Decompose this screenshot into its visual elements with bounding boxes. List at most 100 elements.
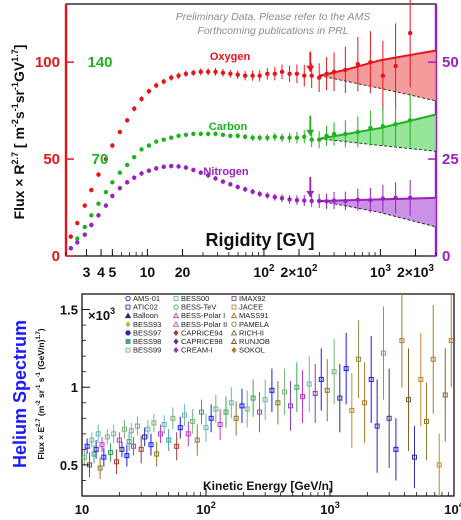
left-tick-label: 50: [43, 151, 60, 168]
helium-data-point: [337, 395, 343, 401]
series-label-nitrogen: Nitrogen: [203, 166, 249, 178]
data-point: [146, 143, 152, 148]
data-point: [103, 156, 109, 162]
data-point: [154, 83, 159, 88]
helium-data-point: [343, 366, 349, 372]
data-point: [89, 187, 94, 193]
data-point: [154, 139, 159, 144]
helium-data-point: [269, 387, 275, 393]
helium-data-point: [174, 443, 180, 449]
data-point: [176, 133, 181, 139]
helium-data-point: [101, 454, 107, 460]
helium-data-point: [282, 389, 288, 395]
fit-line-nitrogen: [319, 196, 437, 202]
helium-data-point: [217, 422, 223, 428]
data-point: [302, 134, 307, 139]
data-point: [294, 71, 300, 76]
data-point: [250, 73, 255, 78]
data-point: [331, 131, 337, 137]
data-point: [235, 184, 240, 190]
helium-data-point: [386, 415, 392, 421]
data-point: [294, 135, 300, 140]
helium-x-tick-label: 103: [320, 500, 340, 517]
data-point: [132, 175, 137, 180]
right-tick-label: 0: [442, 248, 450, 265]
data-point: [242, 187, 248, 192]
helium-data-point: [111, 431, 117, 437]
data-point: [309, 137, 314, 142]
data-point: [198, 170, 203, 175]
helium-data-point: [442, 392, 448, 398]
data-point: [272, 134, 278, 139]
data-point: [343, 198, 348, 204]
series-nitrogen: [68, 163, 413, 251]
legend-marker: [125, 347, 131, 353]
legend-marker: [125, 295, 131, 302]
series-label-oxygen: Oxygen: [210, 51, 251, 63]
helium-data-point: [97, 465, 103, 471]
helium-data-point: [119, 446, 125, 452]
helium-y-tick-label: 1: [71, 380, 78, 395]
data-point: [355, 61, 361, 67]
helium-data-point: [368, 376, 374, 382]
legend-item: RICH-II: [230, 328, 264, 337]
helium-data-point: [170, 415, 176, 421]
data-point: [257, 73, 262, 78]
legend-label: ATIC02: [133, 303, 158, 312]
helium-data-point: [134, 423, 140, 429]
right-tick-label: 25: [442, 151, 459, 168]
data-point: [242, 73, 248, 78]
data-point: [235, 133, 240, 139]
data-point: [287, 71, 292, 76]
helium-data-point: [84, 443, 90, 449]
legend-item: ATIC02: [125, 303, 158, 312]
legend-marker: [173, 329, 179, 336]
legend-item: BESS99: [125, 346, 161, 355]
y-axis-title-main: Flux × R: [11, 165, 27, 220]
data-point: [316, 75, 322, 80]
legend-marker: [230, 338, 238, 344]
helium-data-point: [161, 422, 167, 428]
data-point: [287, 197, 292, 202]
data-point: [272, 194, 278, 200]
legend-label: RICH-II: [239, 328, 264, 337]
helium-data-point: [233, 415, 239, 421]
helium-data-point: [213, 406, 219, 412]
helium-y-tick-label: 0.5: [60, 458, 78, 473]
legend-label: BESS98: [133, 337, 161, 346]
data-point: [146, 89, 152, 94]
legend-label: MASS91: [239, 311, 269, 320]
data-point: [96, 172, 101, 177]
data-point: [198, 131, 203, 137]
data-point: [161, 79, 166, 84]
helium-data-point: [116, 437, 122, 443]
data-point: [89, 222, 94, 228]
data-point: [355, 197, 361, 202]
helium-data-point: [356, 356, 362, 362]
preliminary-note-line1: Preliminary Data. Please refer to the AM…: [176, 11, 371, 23]
series-oxygen: [68, 0, 413, 239]
helium-spectrum-chart: 101021031040.511.5 AMS-01ATIC02BalloonBE…: [10, 293, 461, 517]
preliminary-note-line2: Forthcoming publications in PRL: [197, 25, 348, 37]
legend-marker: [125, 339, 131, 344]
data-point: [316, 198, 322, 204]
helium-data-point: [256, 409, 262, 415]
legend-item: IMAX92: [231, 294, 266, 303]
data-point: [75, 236, 80, 241]
helium-x-tick-label: 10: [75, 502, 89, 517]
helium-spectrum-title: Helium Spectrum: [10, 320, 30, 468]
ref-line-nitrogen: [319, 200, 437, 228]
data-point: [407, 30, 413, 36]
data-point: [279, 135, 285, 140]
data-point: [294, 197, 300, 203]
legend-label: CREAM-I: [181, 346, 213, 355]
legend-marker: [172, 320, 180, 327]
data-point: [183, 165, 189, 170]
legend-marker: [125, 304, 131, 310]
ref-line-oxygen: [319, 75, 437, 102]
legend-marker: [173, 296, 179, 301]
helium-data-point: [436, 462, 442, 468]
data-point: [287, 135, 292, 140]
legend-item: BESS97: [125, 328, 161, 337]
data-point: [176, 164, 181, 169]
